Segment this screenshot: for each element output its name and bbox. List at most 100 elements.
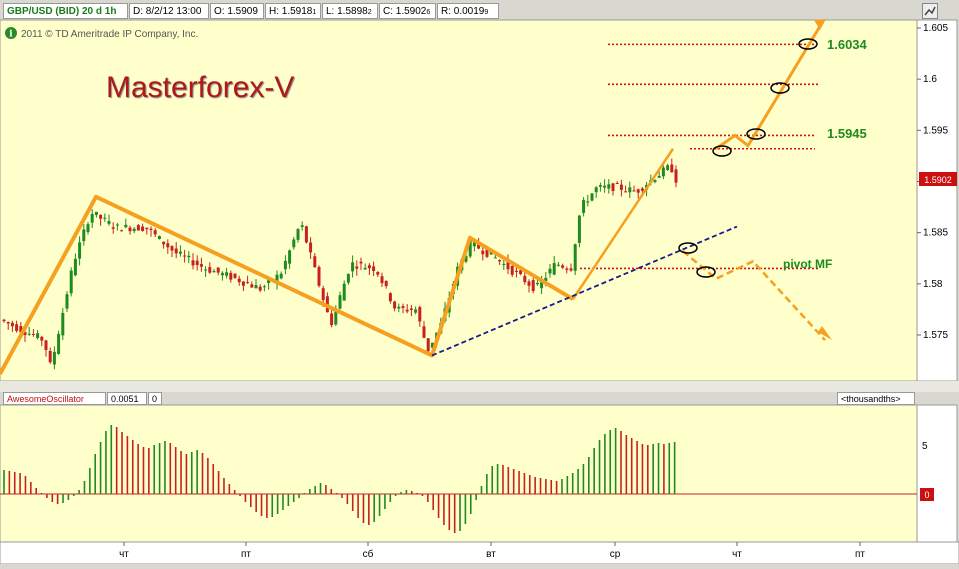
candle-body	[594, 187, 598, 193]
time-axis[interactable]	[0, 541, 959, 565]
candle-body	[519, 270, 523, 275]
candle-body	[153, 230, 157, 235]
date-readout: D: 8/2/12 13:00	[129, 3, 209, 19]
close-readout: C: 1.59026	[379, 3, 436, 19]
candle-body	[523, 275, 527, 283]
candle-body	[657, 175, 661, 178]
candle-body	[19, 326, 23, 333]
candle-body	[372, 266, 376, 271]
candle-body	[132, 228, 136, 232]
candle-body	[124, 224, 128, 228]
price-tick-label: 1.575	[923, 330, 948, 341]
candle-body	[48, 350, 52, 363]
rally-line	[571, 148, 675, 300]
symbol-label[interactable]: GBP/USD (BID) 20 d 1h	[3, 3, 128, 19]
price-axis[interactable]	[916, 19, 958, 382]
candle-body	[615, 182, 619, 184]
oscillator-panel[interactable]	[0, 404, 918, 543]
candle-body	[636, 189, 640, 193]
high-readout: H: 1.59181	[265, 3, 321, 19]
candle-body	[86, 224, 90, 232]
candle-body	[204, 269, 208, 271]
candle-body	[216, 267, 220, 273]
pattern-layer	[0, 19, 832, 375]
panel-separator[interactable]	[0, 381, 959, 392]
candle-body	[174, 248, 178, 254]
candle-body	[313, 256, 317, 268]
candle-body	[666, 165, 670, 170]
candle-body	[388, 293, 392, 302]
candle-body	[128, 227, 132, 232]
candle-body	[628, 187, 632, 193]
candle-body	[309, 242, 313, 253]
candle-body	[10, 322, 14, 327]
candle-body	[195, 260, 199, 265]
current-price-value: 1.5902	[924, 175, 952, 185]
candle-body	[61, 312, 65, 336]
price-tick-label: 1.605	[923, 23, 948, 34]
candle-body	[573, 244, 577, 271]
range-subdigit: 9	[484, 9, 489, 16]
time-tick-label: сб	[363, 548, 374, 560]
candle-body	[464, 255, 468, 262]
candle-body	[565, 268, 569, 270]
candle-body	[510, 265, 514, 275]
time-tick-label: чт	[732, 549, 742, 560]
candle-body	[359, 261, 363, 264]
candle-body	[73, 258, 77, 276]
candle-body	[598, 185, 602, 187]
candle-body	[619, 184, 623, 190]
candle-body	[477, 244, 481, 249]
candle-body	[397, 306, 401, 309]
candle-body	[506, 260, 510, 270]
candle-body	[351, 262, 355, 272]
candle-body	[212, 271, 216, 273]
candle-body	[237, 278, 241, 283]
candle-body	[556, 264, 560, 266]
candle-body	[485, 249, 489, 257]
candle-body	[418, 307, 422, 322]
candle-body	[52, 351, 56, 365]
time-tick-label: ср	[610, 549, 621, 560]
oscillator-zero-tag	[920, 488, 934, 501]
candle-body	[468, 240, 472, 257]
info-icon[interactable]	[5, 27, 17, 39]
candle-body	[607, 184, 611, 189]
candle-body	[36, 333, 40, 338]
level-mid-label: 1.5945	[827, 126, 867, 141]
candle-body	[527, 281, 531, 286]
candle-body	[321, 288, 325, 301]
candle-body	[40, 336, 44, 341]
candle-body	[674, 169, 678, 183]
projection-up-arrowhead	[814, 19, 826, 30]
candle-body	[624, 191, 628, 193]
candle-body	[405, 309, 409, 312]
high-subdigit: 1	[312, 9, 317, 16]
oscillator-name[interactable]: AwesomeOscillator	[3, 392, 106, 405]
chart-settings-button[interactable]	[922, 3, 938, 19]
candle-body	[115, 224, 119, 226]
candle-body	[422, 326, 426, 338]
candle-body	[355, 266, 359, 269]
candle-body	[317, 267, 321, 286]
candle-body	[111, 227, 115, 229]
low-readout: L: 1.58982	[322, 3, 378, 19]
candle-body	[283, 260, 287, 270]
pivot-label: pivot MF	[783, 257, 832, 271]
price-tick-label: 1.585	[923, 228, 948, 239]
copyright-text: 2011 © TD Ameritrade IP Company, Inc.	[21, 29, 198, 40]
time-tick-label: чт	[119, 549, 129, 560]
candle-body	[346, 274, 350, 283]
candle-body	[162, 241, 166, 245]
candle-body	[69, 270, 73, 294]
candle-body	[141, 226, 145, 231]
candle-body	[502, 263, 506, 266]
oscillator-tick-5: 5	[922, 441, 928, 452]
candle-body	[178, 251, 182, 254]
candle-body	[334, 309, 338, 325]
candle-body	[531, 280, 535, 292]
candle-body	[78, 242, 82, 259]
price-panel[interactable]	[0, 19, 918, 382]
oscillator-axis[interactable]	[916, 404, 958, 543]
candle-body	[296, 229, 300, 240]
